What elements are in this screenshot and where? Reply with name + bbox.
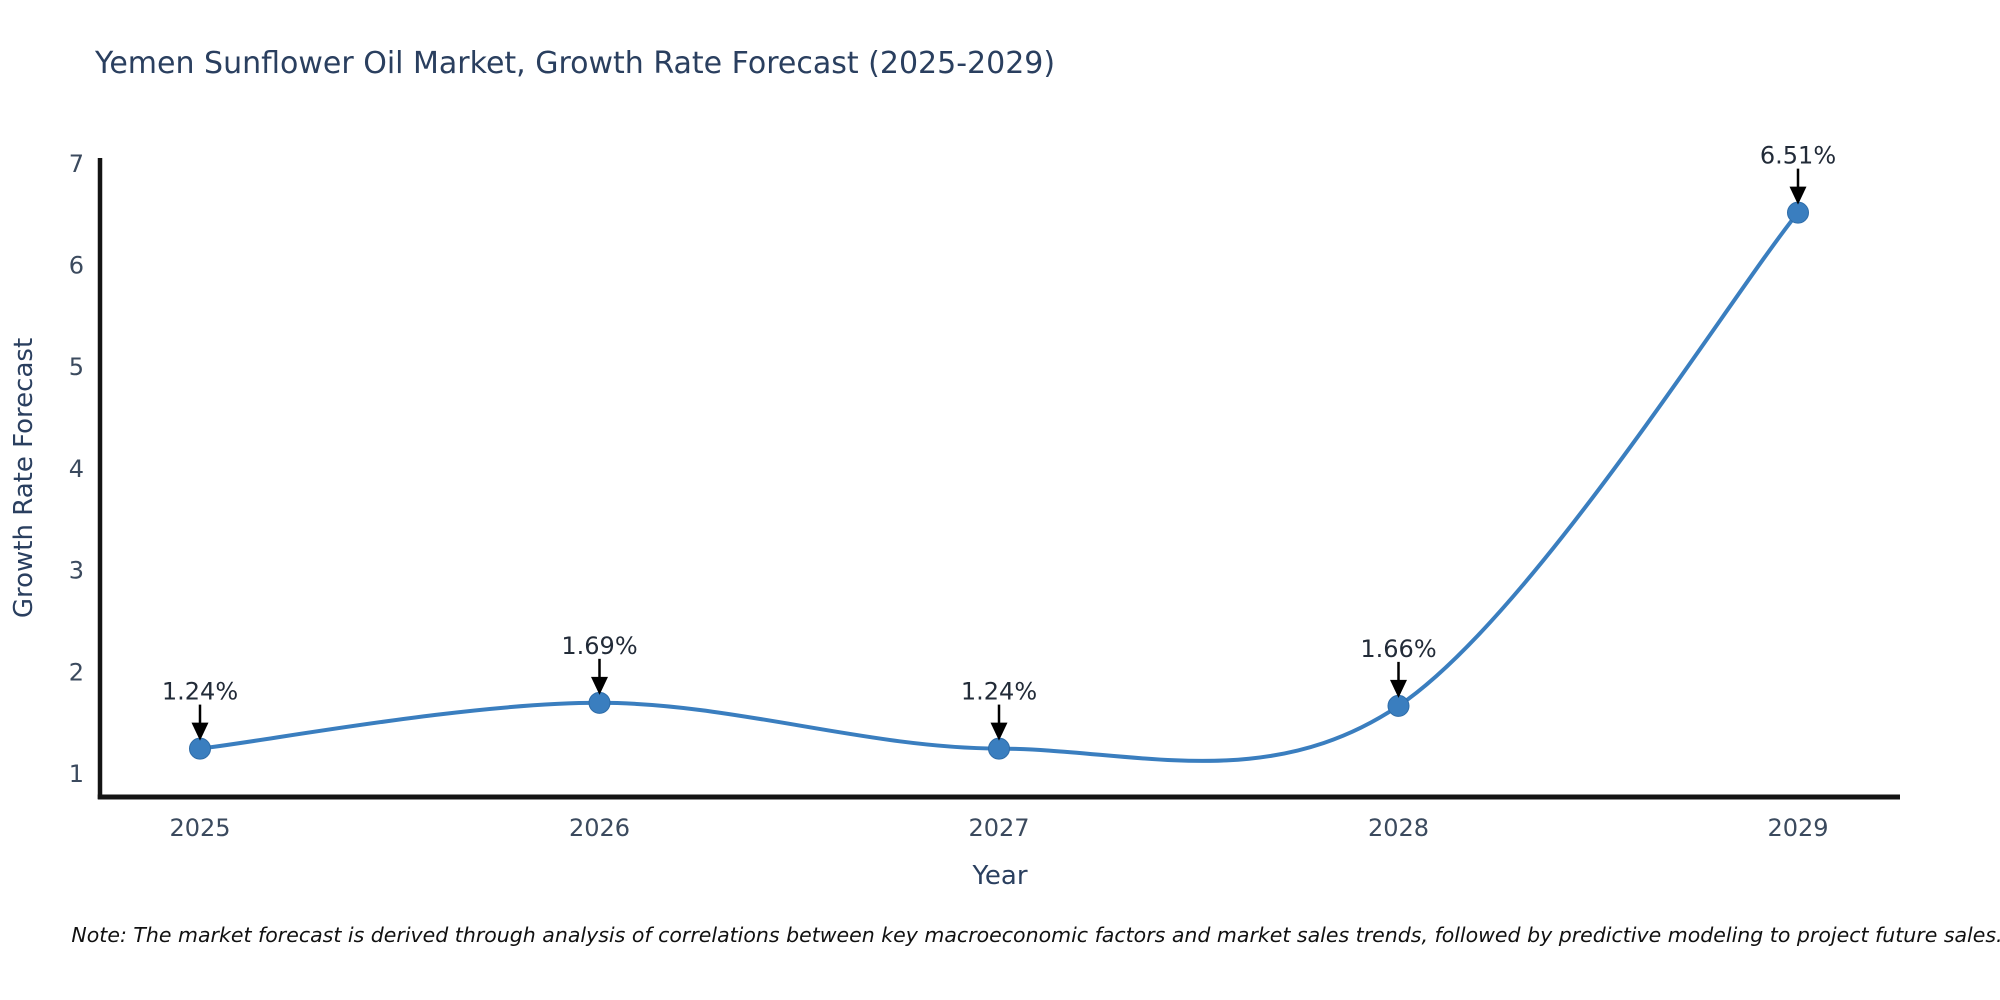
x-tick-label: 2028 — [1368, 814, 1429, 842]
y-axis-tick-labels: 1 2 3 4 5 6 7 — [69, 150, 84, 788]
data-point-marker — [588, 691, 611, 714]
footnote: Note: The market forecast is derived thr… — [71, 923, 2000, 947]
x-axis-title: Year — [971, 861, 1027, 891]
data-point-label: 1.24% — [961, 678, 1037, 706]
y-tick-label: 5 — [69, 353, 84, 381]
annotation-group: 1.24% 1.69% 1.24% 1.66% 6.51% — [162, 142, 1836, 741]
y-tick-label: 3 — [69, 557, 84, 585]
y-tick-label: 2 — [69, 658, 84, 686]
x-tick-label: 2027 — [968, 814, 1029, 842]
annotation-arrowhead — [990, 722, 1008, 741]
data-point-marker — [189, 737, 211, 760]
data-point-marker — [1387, 694, 1410, 717]
x-tick-label: 2029 — [1767, 814, 1828, 842]
series-line-path — [198, 210, 1800, 763]
data-point-label: 1.24% — [162, 678, 238, 706]
data-point-label: 1.66% — [1360, 635, 1436, 663]
data-point-label: 1.69% — [561, 632, 637, 660]
data-point-marker — [988, 737, 1010, 760]
x-axis-tick-labels: 2025 2026 2027 2028 2029 — [169, 814, 1828, 842]
y-tick-label: 6 — [69, 252, 84, 280]
y-axis-title: Growth Rate Forecast — [9, 338, 39, 618]
annotation-arrowhead — [191, 722, 209, 741]
chart-title: Yemen Sunflower Oil Market, Growth Rate … — [94, 46, 1055, 81]
data-point-marker — [1787, 201, 1809, 224]
series-marker-group — [189, 201, 1809, 760]
y-tick-label: 1 — [69, 760, 84, 788]
y-tick-label: 4 — [69, 455, 84, 483]
annotation-arrowhead — [1390, 679, 1407, 698]
annotation-arrowhead — [591, 676, 608, 695]
series-line-group — [198, 210, 1800, 763]
x-tick-label: 2026 — [569, 814, 630, 842]
data-point-label: 6.51% — [1760, 142, 1836, 170]
x-tick-label: 2025 — [169, 814, 230, 842]
annotation-arrowhead — [1789, 186, 1807, 205]
y-tick-label: 7 — [69, 150, 84, 178]
